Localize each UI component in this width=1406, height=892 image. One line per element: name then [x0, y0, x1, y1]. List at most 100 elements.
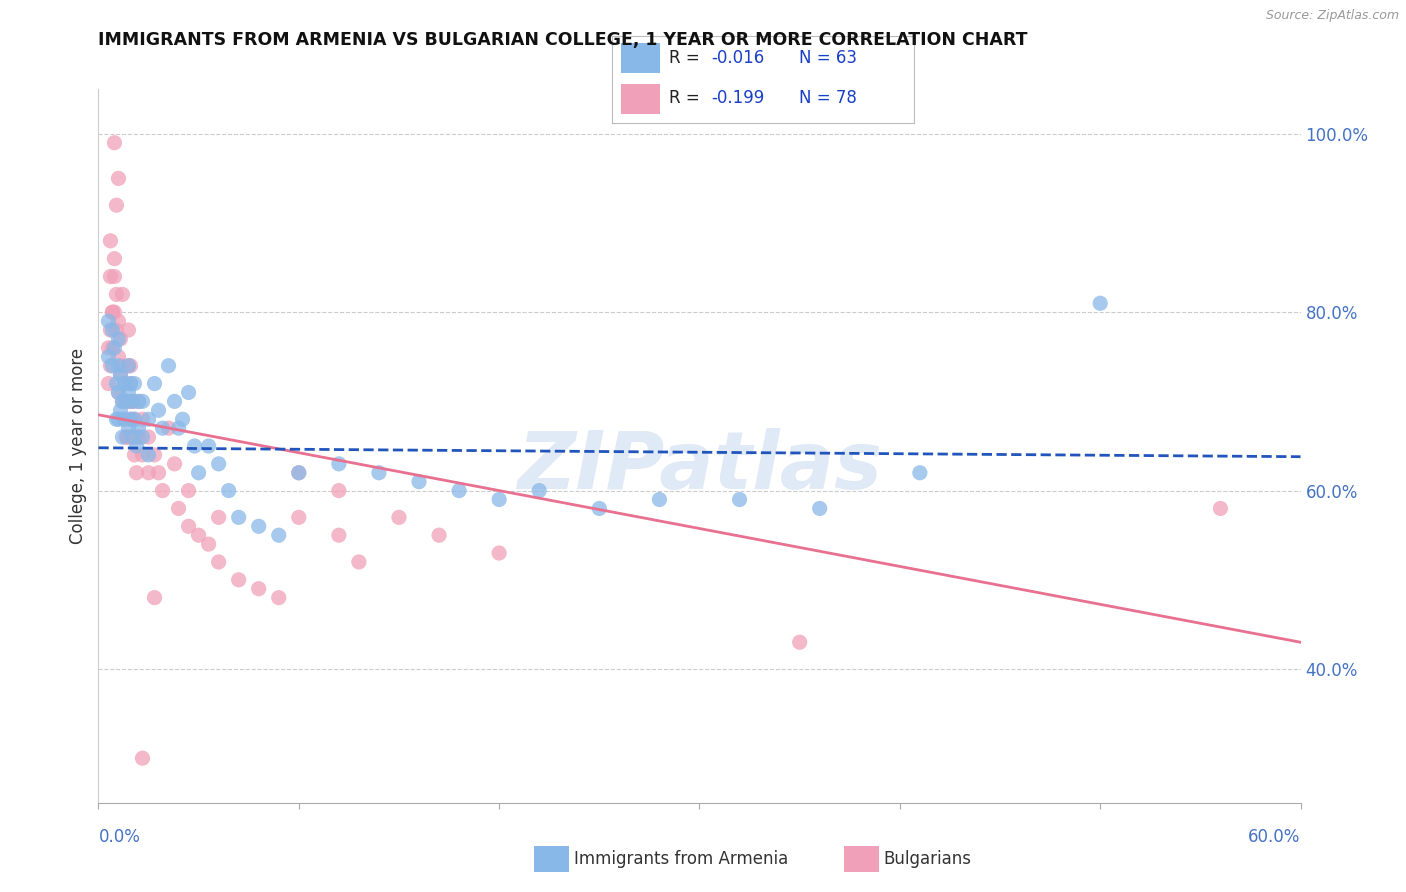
- Text: -0.016: -0.016: [711, 49, 765, 67]
- Point: [157, 421, 180, 435]
- Point: [114, 412, 136, 426]
- Point: [138, 430, 160, 444]
- Point: [101, 359, 124, 373]
- Point: [288, 466, 311, 480]
- Point: [124, 376, 146, 391]
- Point: [114, 412, 136, 426]
- Point: [177, 519, 200, 533]
- Point: [148, 403, 170, 417]
- Point: [128, 394, 150, 409]
- Point: [105, 376, 128, 391]
- Point: [107, 385, 129, 400]
- Point: [177, 483, 200, 498]
- Point: [97, 341, 120, 355]
- Point: [131, 394, 153, 409]
- Point: [172, 412, 194, 426]
- Point: [143, 591, 166, 605]
- Point: [110, 332, 132, 346]
- Point: [117, 323, 139, 337]
- Point: [152, 421, 174, 435]
- Point: [100, 323, 122, 337]
- Point: [143, 448, 166, 462]
- Point: [114, 376, 136, 391]
- Point: [121, 430, 143, 444]
- Point: [103, 136, 125, 150]
- Point: [103, 252, 125, 266]
- Point: [121, 394, 143, 409]
- Text: Immigrants from Armenia: Immigrants from Armenia: [574, 850, 787, 868]
- Point: [177, 385, 200, 400]
- Text: N = 78: N = 78: [799, 89, 856, 107]
- Point: [121, 430, 143, 444]
- Point: [121, 394, 143, 409]
- Point: [808, 501, 831, 516]
- Point: [143, 376, 166, 391]
- Point: [105, 323, 128, 337]
- Point: [197, 439, 219, 453]
- Point: [107, 171, 129, 186]
- Point: [111, 359, 134, 373]
- Point: [131, 448, 153, 462]
- Point: [110, 368, 132, 382]
- Point: [107, 350, 129, 364]
- Text: ZIPatlas: ZIPatlas: [517, 428, 882, 507]
- Point: [107, 332, 129, 346]
- Text: Bulgarians: Bulgarians: [883, 850, 972, 868]
- Point: [107, 359, 129, 373]
- Point: [228, 573, 250, 587]
- Point: [117, 430, 139, 444]
- Point: [103, 341, 125, 355]
- Point: [288, 510, 311, 524]
- Point: [228, 510, 250, 524]
- Point: [148, 466, 170, 480]
- Point: [167, 501, 190, 516]
- Point: [105, 198, 128, 212]
- Point: [120, 376, 142, 391]
- Point: [152, 483, 174, 498]
- Point: [131, 751, 153, 765]
- Point: [100, 234, 122, 248]
- Point: [110, 368, 132, 382]
- Point: [124, 412, 146, 426]
- Point: [208, 457, 231, 471]
- Point: [101, 305, 124, 319]
- Point: [117, 394, 139, 409]
- Point: [101, 305, 124, 319]
- Point: [101, 341, 124, 355]
- Point: [105, 287, 128, 301]
- Point: [267, 528, 290, 542]
- Point: [408, 475, 430, 489]
- Point: [105, 412, 128, 426]
- Text: 60.0%: 60.0%: [1249, 828, 1301, 846]
- Point: [103, 269, 125, 284]
- Point: [120, 412, 142, 426]
- FancyBboxPatch shape: [620, 43, 659, 73]
- Point: [1088, 296, 1111, 310]
- Point: [208, 510, 231, 524]
- Point: [157, 359, 180, 373]
- Point: [328, 457, 350, 471]
- Point: [111, 394, 134, 409]
- Text: 0.0%: 0.0%: [98, 828, 141, 846]
- Point: [120, 376, 142, 391]
- Point: [131, 430, 153, 444]
- Text: R =: R =: [669, 49, 704, 67]
- Point: [107, 412, 129, 426]
- Point: [488, 546, 510, 560]
- Point: [247, 519, 270, 533]
- Point: [107, 314, 129, 328]
- Point: [97, 314, 120, 328]
- Point: [115, 430, 138, 444]
- Point: [288, 466, 311, 480]
- Point: [183, 439, 205, 453]
- Point: [100, 359, 122, 373]
- Point: [125, 439, 148, 453]
- Point: [128, 394, 150, 409]
- Point: [103, 305, 125, 319]
- Point: [114, 376, 136, 391]
- Point: [328, 528, 350, 542]
- Point: [187, 466, 209, 480]
- Point: [107, 385, 129, 400]
- Point: [218, 483, 240, 498]
- Point: [115, 430, 138, 444]
